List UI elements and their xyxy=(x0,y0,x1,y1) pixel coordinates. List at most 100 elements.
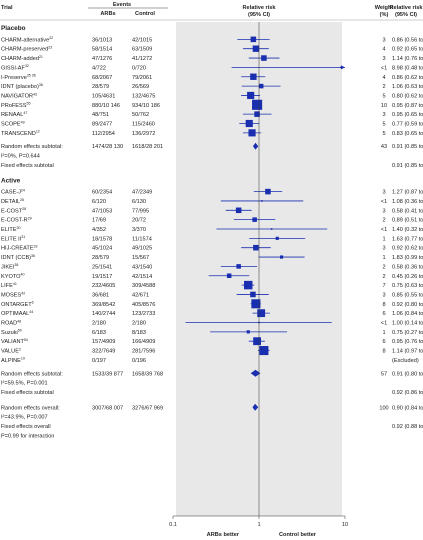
trial-weight: 4 xyxy=(382,75,385,81)
trial-name-text: IDNT (CCB) xyxy=(1,255,31,261)
trial-reference: 28 xyxy=(22,207,26,211)
point-estimate xyxy=(253,244,259,251)
trial-weight: 8 xyxy=(382,349,385,355)
trial-name: MOSES42 xyxy=(1,291,25,298)
trial-weight: 2 xyxy=(382,84,385,90)
point-estimate xyxy=(247,91,255,100)
trial-weight: 3 xyxy=(382,292,385,298)
random-overall-label: Random effects overall: xyxy=(1,405,60,411)
trial-name: VALUE2 xyxy=(1,347,21,354)
random-subtotal-arbs: 1533/39 877 xyxy=(92,371,123,377)
point-estimate xyxy=(279,255,284,259)
point-estimate xyxy=(226,273,232,279)
trial-rr-ci: 0.77 (0.59 to 1.01) xyxy=(392,122,423,128)
trial-reference: 41 xyxy=(13,282,17,286)
trial-reference: 23 xyxy=(48,46,52,50)
trial-name-text: SCOPE xyxy=(1,122,21,128)
trial-rr-ci: 0.95 (0.76 to 1.17) xyxy=(392,339,423,345)
trial-name: JIKEI38 xyxy=(1,263,18,270)
point-estimate xyxy=(235,207,242,214)
x-tick-label: 10 xyxy=(342,522,348,528)
point-estimate xyxy=(251,299,261,309)
trial-reference: 38 xyxy=(14,263,18,267)
arbs-events: 47/1053 xyxy=(92,208,112,214)
random-overall-control: 3276/67 969 xyxy=(132,405,163,411)
trial-name: CHARM-added21 xyxy=(1,55,43,62)
trial-rr-ci: 1.14 (0.97 to 1.33) xyxy=(392,349,423,355)
trial-rr-ci: 0.92 (0.80 to 1.05) xyxy=(392,302,423,308)
trial-reference: 31 xyxy=(21,235,25,239)
trial-rr-ci: (Excluded) xyxy=(392,358,419,364)
subgroup-title: Placebo xyxy=(1,25,26,32)
trial-name-text: RENAAL xyxy=(1,112,23,118)
trial-name-text: CHARM-preserved xyxy=(1,47,48,53)
control-events: 26/569 xyxy=(132,84,149,90)
random-subtotal-weight: 43 xyxy=(381,144,387,150)
trial-name-text: TRANSCEND xyxy=(1,131,36,137)
trial-name: TRANSCEND12 xyxy=(1,130,40,137)
trial-name-text: IDNT (placebo) xyxy=(1,84,39,90)
trial-weight: 7 xyxy=(382,283,385,289)
trial-weight: 3 xyxy=(382,246,385,252)
trial-rr-ci: 1.06 (0.63 to 1.78) xyxy=(392,84,423,90)
trial-reference: 43 xyxy=(33,92,37,96)
point-estimate xyxy=(253,337,262,346)
trial-rr-ci: 1.14 (0.76 to 1.73) xyxy=(392,56,423,62)
trial-rr-ci: 0.92 (0.62 to 1.37) xyxy=(392,246,423,252)
arbs-events: 89/2477 xyxy=(92,122,112,128)
header-weight: Weight xyxy=(375,5,394,11)
trial-weight: 2 xyxy=(382,274,385,280)
trial-rr-ci: 0.75 (0.27 to 2.12) xyxy=(392,330,423,336)
control-events: 8/183 xyxy=(132,330,146,336)
header-events: Events xyxy=(113,2,131,8)
trial-rr-ci: 1.00 (0.14 to 7.02) xyxy=(392,321,423,327)
trial-weight: <1 xyxy=(381,199,387,205)
trial-name-text: JIKEI xyxy=(1,264,15,270)
trial-rr-ci: 0.95 (0.87 to 1.03) xyxy=(392,103,423,109)
trial-name-text: DETAIL xyxy=(1,199,20,205)
point-estimate xyxy=(270,228,273,230)
random-overall-arbs: 3007/68 007 xyxy=(92,405,123,411)
trial-reference: 30 xyxy=(17,226,21,230)
arbs-events: 880/10 146 xyxy=(92,103,120,109)
trial-reference: 22 xyxy=(49,36,53,40)
control-events: 43/1540 xyxy=(132,264,152,270)
trial-reference: 33 xyxy=(34,245,38,249)
control-events: 2/180 xyxy=(132,321,146,327)
control-events: 3/370 xyxy=(132,227,146,233)
heterogeneity: I²=0%, P=0.644 xyxy=(1,154,40,160)
trial-reference: 44 xyxy=(29,310,33,314)
trial-weight: 8 xyxy=(382,302,385,308)
header-rrci-ci: (95% CI) xyxy=(395,12,417,18)
point-estimate xyxy=(340,66,342,69)
arbs-events: 322/7649 xyxy=(92,349,115,355)
trial-weight: <1 xyxy=(381,321,387,327)
trial-name: IDNT (CCB)36 xyxy=(1,254,35,261)
control-events: 20/72 xyxy=(132,218,146,224)
control-events: 281/7596 xyxy=(132,349,155,355)
trial-name: ONTARGET6 xyxy=(1,301,34,308)
trial-rr-ci: 1.06 (0.84 to 1.34) xyxy=(392,311,423,317)
point-estimate xyxy=(250,291,256,298)
trial-name: Suzuki50 xyxy=(1,329,22,336)
control-events: 11/1574 xyxy=(132,236,152,242)
trial-rr-ci: 0.80 (0.62 to 1.03) xyxy=(392,93,423,99)
arbs-events: 28/579 xyxy=(92,84,109,90)
arbs-events: 68/2067 xyxy=(92,75,112,81)
trial-rr-ci: 0.45 (0.26 to 0.77) xyxy=(392,274,423,280)
random-subtotal-control: 1658/39 768 xyxy=(132,371,163,377)
header-weight-unit: (%) xyxy=(380,12,389,18)
control-events: 79/2061 xyxy=(132,75,152,81)
point-estimate xyxy=(259,346,269,356)
trial-name-text: E-COST-R xyxy=(1,218,28,224)
trial-reference: 32 xyxy=(25,64,29,68)
random-subtotal-label: Random effects subtotal: xyxy=(1,144,63,150)
control-events: 63/1509 xyxy=(132,47,152,53)
trial-weight: 3 xyxy=(382,208,385,214)
trial-name: IDNT (placebo)36 xyxy=(1,83,43,90)
point-estimate xyxy=(250,73,257,80)
arbs-events: 19/1517 xyxy=(92,274,112,280)
trial-name-text: ONTARGET xyxy=(1,302,32,308)
trial-rr-ci: 8.98 (0.48 to 166.40) xyxy=(392,65,423,71)
header-arbs: ARBs xyxy=(100,11,115,17)
